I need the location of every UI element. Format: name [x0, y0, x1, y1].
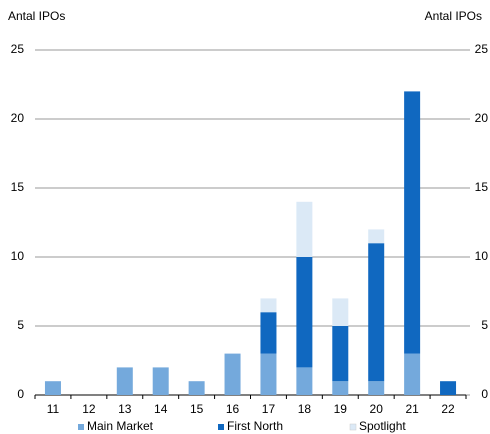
x-tick-label: 12: [82, 402, 96, 416]
bar-segment: [152, 367, 169, 395]
legend-label: Main Market: [87, 419, 154, 433]
x-tick-label: 13: [118, 402, 132, 416]
bar-segment: [332, 381, 349, 395]
x-tick-label: 18: [298, 402, 312, 416]
bar-segment: [440, 381, 457, 395]
bar-segment: [260, 312, 277, 354]
y2-tick-label: 25: [475, 42, 489, 56]
bar-segment: [332, 298, 349, 326]
bar-segment: [260, 353, 277, 395]
y-axis-label: Antal IPOs: [8, 9, 65, 23]
x-tick-label: 21: [405, 402, 419, 416]
bar-segment: [404, 353, 421, 395]
bar-segment: [296, 257, 313, 368]
y2-tick-label: 15: [475, 180, 489, 194]
x-tick-label: 20: [370, 402, 384, 416]
legend-label: Spotlight: [359, 419, 406, 433]
bar-segment: [332, 326, 349, 382]
bar-segment: [296, 367, 313, 395]
bar-segment: [116, 367, 133, 395]
y-tick-label: 25: [11, 42, 25, 56]
legend-swatch: [349, 423, 357, 431]
y-tick-label: 15: [11, 180, 25, 194]
bar-segment: [188, 381, 205, 395]
y-tick-label: 5: [17, 318, 24, 332]
legend-swatch: [218, 424, 224, 430]
bar-segment: [404, 91, 421, 354]
x-tick-label: 22: [441, 402, 455, 416]
legend-swatch: [78, 424, 84, 430]
y2-tick-label: 5: [481, 318, 488, 332]
bar-segment: [368, 243, 385, 382]
y-tick-label: 20: [11, 111, 25, 125]
y-tick-label: 10: [11, 249, 25, 263]
x-tick-label: 16: [226, 402, 240, 416]
legend-label: First North: [227, 419, 283, 433]
bar-segment: [296, 201, 313, 257]
y2-tick-label: 0: [481, 387, 488, 401]
y-tick-label: 0: [17, 387, 24, 401]
x-tick-label: 17: [262, 402, 276, 416]
x-tick-label: 15: [190, 402, 204, 416]
bar-segment: [368, 381, 385, 395]
bar-segment: [368, 229, 385, 244]
bar-segment: [44, 381, 61, 395]
bar-segment: [260, 298, 277, 313]
x-tick-label: 14: [154, 402, 168, 416]
x-tick-label: 19: [334, 402, 348, 416]
x-tick-label: 11: [47, 402, 60, 416]
bar-segment: [224, 353, 241, 395]
y2-axis-label: Antal IPOs: [425, 9, 482, 23]
y2-tick-label: 10: [475, 249, 489, 263]
y2-tick-label: 20: [475, 111, 489, 125]
